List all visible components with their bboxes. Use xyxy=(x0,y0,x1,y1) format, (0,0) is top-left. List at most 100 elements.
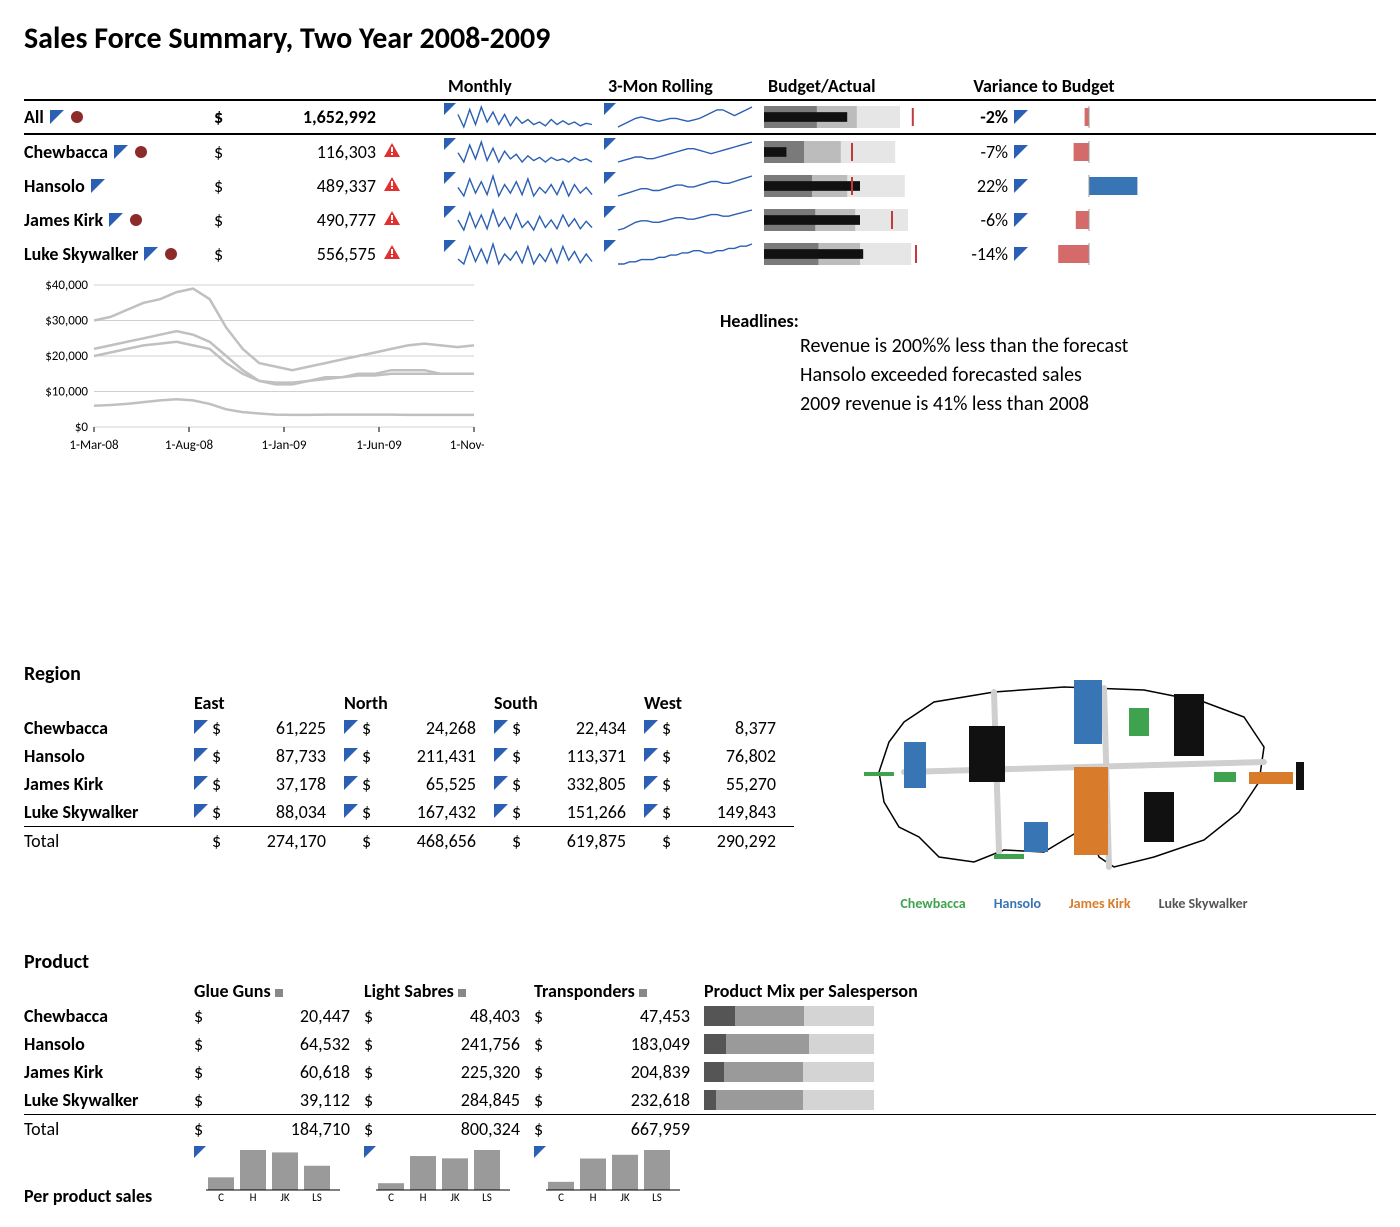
triangle-icon xyxy=(1014,213,1028,227)
triangle-icon xyxy=(50,110,64,124)
hdr-variance: Variance to Budget xyxy=(934,75,1154,97)
dot-icon xyxy=(134,145,148,159)
triangle-icon xyxy=(194,745,208,767)
bullet-chart xyxy=(764,175,934,197)
legend-hansolo: Hansolo xyxy=(994,895,1041,912)
triangle-icon xyxy=(109,213,123,227)
product-mix-bar xyxy=(704,1062,944,1082)
monthly-sparkline xyxy=(444,240,604,268)
triangle-icon xyxy=(91,179,105,193)
amount-value: 489,337 xyxy=(244,175,384,197)
per-product-sales: Per product salesCHJKLSCHJKLSCHJKLS xyxy=(24,1146,1376,1207)
svg-text:1-Mar-08: 1-Mar-08 xyxy=(69,438,119,453)
summary-row: Hansolo $ 489,337 22% xyxy=(24,169,1376,203)
legend-jameskirk: James Kirk xyxy=(1069,895,1131,912)
hdr-budget: Budget/Actual xyxy=(764,75,934,97)
variance-cell: -7% xyxy=(934,141,1154,163)
rolling-sparkline xyxy=(604,172,764,200)
svg-text:1-Jan-09: 1-Jan-09 xyxy=(262,438,307,453)
variance-cell: -2% xyxy=(934,106,1154,128)
variance-cell: -14% xyxy=(934,243,1154,265)
svg-text:LS: LS xyxy=(652,1191,662,1202)
triangle-icon xyxy=(494,745,508,767)
amount-value: 1,652,992 xyxy=(244,106,384,128)
monthly-sparkline xyxy=(444,103,604,131)
page-title: Sales Force Summary, Two Year 2008-2009 xyxy=(24,20,1376,57)
svg-text:1-Aug-08: 1-Aug-08 xyxy=(165,438,214,453)
per-product-mini-chart: C H JK LS xyxy=(194,1146,364,1207)
svg-text:$10,000: $10,000 xyxy=(45,385,88,400)
headline-3: 2009 revenue is 41% less than 2008 xyxy=(800,390,1280,419)
product-table: Glue GunsLight SabresTranspondersProduct… xyxy=(24,980,1376,1142)
triangle-icon xyxy=(194,801,208,823)
triangle-icon xyxy=(494,801,508,823)
svg-text:H: H xyxy=(250,1191,257,1202)
alert-icon xyxy=(384,245,444,263)
per-product-mini-chart: CHJKLS xyxy=(364,1146,534,1207)
triangle-icon xyxy=(1014,110,1028,124)
map-legend: Chewbacca Hansolo James Kirk Luke Skywal… xyxy=(844,895,1304,912)
dot-icon xyxy=(70,110,84,124)
svg-text:1-Jun-09: 1-Jun-09 xyxy=(356,438,402,453)
monthly-sparkline xyxy=(444,206,604,234)
product-mix-bar xyxy=(704,1090,944,1110)
variance-cell: 22% xyxy=(934,175,1154,197)
amount-value: 556,575 xyxy=(244,243,384,265)
region-map: Chewbacca Hansolo James Kirk Luke Skywal… xyxy=(844,662,1304,912)
triangle-icon xyxy=(114,145,128,159)
headline-1: Revenue is 200%% less than the forecast xyxy=(800,332,1280,361)
bullet-chart xyxy=(764,141,934,163)
svg-text:JK: JK xyxy=(450,1191,460,1202)
rolling-sparkline xyxy=(604,240,764,268)
triangle-icon xyxy=(344,773,358,795)
triangle-icon xyxy=(644,745,658,767)
svg-text:LS: LS xyxy=(312,1191,322,1202)
triangle-icon xyxy=(194,773,208,795)
triangle-icon xyxy=(1014,179,1028,193)
alert-icon xyxy=(384,143,444,161)
svg-text:C: C xyxy=(388,1191,394,1202)
svg-text:$20,000: $20,000 xyxy=(45,349,88,364)
hdr-monthly: Monthly xyxy=(444,75,604,97)
svg-text:JK: JK xyxy=(280,1191,290,1202)
triangle-icon xyxy=(644,717,658,739)
headline-2: Hansolo exceeded forecasted sales xyxy=(800,361,1280,390)
amount-value: 116,303 xyxy=(244,141,384,163)
dot-icon xyxy=(164,247,178,261)
bullet-chart xyxy=(764,106,934,128)
product-mix-bar xyxy=(704,1006,944,1026)
per-product-mini-chart: CHJKLS xyxy=(534,1146,704,1207)
hdr-rolling: 3-Mon Rolling xyxy=(604,75,764,97)
alert-icon xyxy=(384,177,444,195)
svg-text:$0: $0 xyxy=(75,420,89,435)
svg-text:1-Nov-09: 1-Nov-09 xyxy=(450,438,484,453)
monthly-sparkline xyxy=(444,138,604,166)
summary-table: Monthly 3-Mon Rolling Budget/Actual Vari… xyxy=(24,75,1376,271)
rolling-sparkline xyxy=(604,103,764,131)
legend-luke: Luke Skywalker xyxy=(1159,895,1248,912)
triangle-icon xyxy=(644,801,658,823)
rolling-sparkline xyxy=(604,206,764,234)
svg-text:$30,000: $30,000 xyxy=(45,314,88,329)
rolling-sparkline xyxy=(604,138,764,166)
svg-text:H: H xyxy=(590,1191,597,1202)
summary-row: Luke Skywalker $ 556,575 -14% xyxy=(24,237,1376,271)
variance-cell: -6% xyxy=(934,209,1154,231)
bullet-chart xyxy=(764,243,934,265)
region-table: EastNorthSouthWestChewbacca$61,225$24,26… xyxy=(24,692,794,854)
triangle-icon xyxy=(1014,145,1028,159)
region-title: Region xyxy=(24,662,794,686)
triangle-icon xyxy=(194,717,208,739)
triangle-icon xyxy=(344,801,358,823)
bullet-chart xyxy=(764,209,934,231)
svg-text:H: H xyxy=(420,1191,427,1202)
alert-icon xyxy=(384,211,444,229)
triangle-icon xyxy=(344,745,358,767)
triangle-icon xyxy=(1014,247,1028,261)
svg-text:JK: JK xyxy=(620,1191,630,1202)
svg-text:C: C xyxy=(218,1191,224,1202)
svg-text:$40,000: $40,000 xyxy=(45,278,88,293)
triangle-icon xyxy=(494,773,508,795)
headlines-block: Headlines: Revenue is 200%% less than th… xyxy=(720,310,1280,419)
triangle-icon xyxy=(144,247,158,261)
